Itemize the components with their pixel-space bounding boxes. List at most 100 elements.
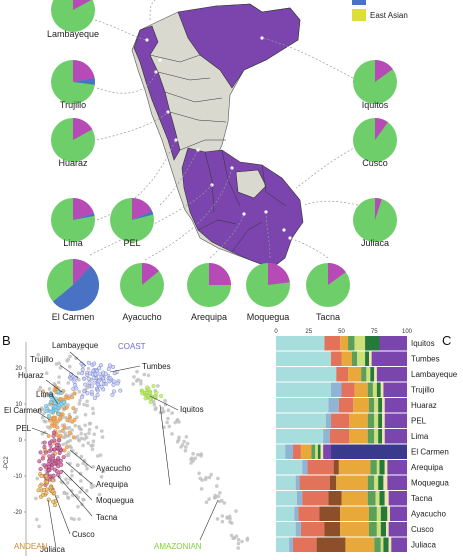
pca-point <box>65 418 70 423</box>
bar-segment <box>376 460 380 475</box>
pca-point <box>66 496 71 500</box>
pca-point <box>65 481 70 485</box>
pca-point <box>215 484 219 488</box>
bar-segment <box>389 506 407 521</box>
pca-point <box>96 454 100 458</box>
pca-point <box>91 411 96 416</box>
bar-segment <box>333 460 339 475</box>
pca-point <box>209 472 213 477</box>
pca-point <box>89 482 94 486</box>
pca-point <box>84 463 88 468</box>
bar-segment <box>367 429 375 444</box>
pie-slice-european <box>142 263 159 285</box>
pca-point <box>52 447 57 452</box>
pca-point <box>68 477 72 481</box>
pca-point <box>184 435 189 439</box>
bar-segment <box>276 367 337 382</box>
bar-segment <box>387 506 390 521</box>
pca-point <box>57 438 62 443</box>
pca-point <box>56 389 61 394</box>
pca-point <box>61 442 65 447</box>
bar-label: Lima <box>411 432 429 441</box>
pca-point <box>134 379 139 383</box>
pca-point <box>81 461 85 466</box>
bar-row-cusco: Cusco <box>276 522 434 537</box>
pca-y-ticks: 20 10 0 -10 -20 <box>13 366 26 516</box>
pca-point <box>37 388 41 393</box>
pie-slice-european <box>209 263 231 285</box>
pca-point <box>38 385 43 390</box>
pca-point <box>80 367 85 372</box>
map-region-south <box>181 147 304 269</box>
pca-point <box>75 415 79 420</box>
pca-point <box>92 396 97 401</box>
bar-label: Huaraz <box>411 401 437 410</box>
pca-point <box>38 484 43 489</box>
pca-point <box>204 475 208 480</box>
bar-segment <box>289 537 294 552</box>
bar-segment <box>384 491 389 506</box>
bar-label: Tacna <box>411 494 433 503</box>
pca-point <box>236 541 241 546</box>
bar-segment <box>380 522 387 537</box>
panel-b-label: B <box>2 333 11 348</box>
pca-point <box>79 395 84 400</box>
pca-y-tick-label: 20 <box>15 366 22 372</box>
bar-segment <box>374 537 381 552</box>
pca-label-juliaca: Juliaca <box>40 545 65 554</box>
pca-label-iquitos: Iquitos <box>180 405 204 414</box>
pca-point <box>84 435 89 440</box>
pca-point <box>79 436 84 441</box>
pca-point <box>95 393 100 398</box>
pca-arrow <box>35 410 51 421</box>
pca-cloud-lima <box>44 389 67 418</box>
pca-point <box>69 445 73 450</box>
pca-point <box>88 371 93 376</box>
bar-segment <box>388 537 392 552</box>
pca-point <box>160 406 165 411</box>
pca-point <box>196 452 200 457</box>
pca-point <box>139 379 143 383</box>
bar-segment <box>353 398 370 413</box>
bar-row-trujillo: Trujillo <box>276 382 435 397</box>
pca-point <box>180 442 185 447</box>
pca-point <box>42 411 46 416</box>
pie-slice-european <box>73 0 92 10</box>
bar-segment <box>366 367 371 382</box>
pca-point <box>50 489 55 494</box>
bar-segment <box>324 522 341 537</box>
bar-segment <box>354 382 368 397</box>
pca-point <box>44 480 49 485</box>
pca-point <box>159 394 164 399</box>
pca-point <box>51 473 56 478</box>
pie-slice-european <box>375 198 382 220</box>
bar-segment <box>276 506 295 521</box>
bar-segment <box>365 336 380 351</box>
pca-point <box>47 441 52 446</box>
pca-label-huaraz: Huaraz <box>18 371 44 380</box>
pca-point <box>88 421 93 426</box>
pie-slice-european <box>73 259 91 285</box>
pca-point <box>85 466 89 471</box>
bar-segment <box>338 460 371 475</box>
pca-point <box>76 463 80 467</box>
pca-point <box>92 380 97 385</box>
pie-iquitos: Iquitos <box>353 60 397 110</box>
pca-point <box>85 385 90 390</box>
bar-segment <box>376 367 407 382</box>
pca-point <box>72 391 77 396</box>
pca-cloud-amazonian-ref <box>204 491 227 505</box>
bar-segment <box>276 382 332 397</box>
pca-point <box>95 388 100 393</box>
pca-point <box>146 394 151 399</box>
pie-moquegua: Moquegua <box>246 263 290 322</box>
bar-segment <box>375 491 380 506</box>
bar-segment <box>328 491 342 506</box>
pca-point <box>51 453 56 458</box>
pca-point <box>228 520 232 524</box>
pca-point <box>47 458 52 463</box>
bar-segment <box>369 398 375 413</box>
bar-label: Lambayeque <box>411 370 458 379</box>
pca-point <box>145 385 150 390</box>
bar-segment <box>378 398 383 413</box>
